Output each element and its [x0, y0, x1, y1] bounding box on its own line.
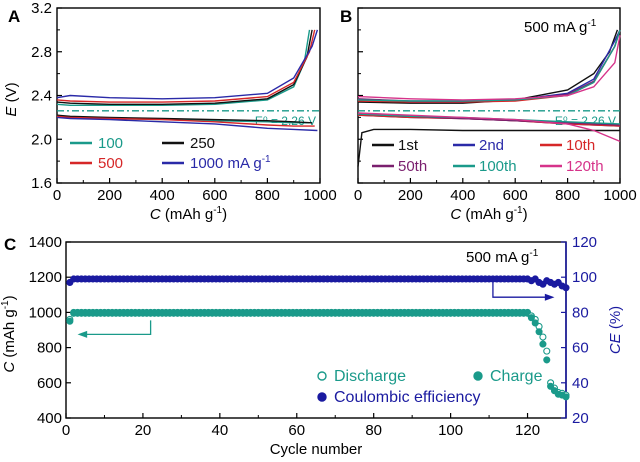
legend-label: 100th	[479, 158, 517, 175]
charge-point	[562, 393, 570, 401]
x-tick-label: 100	[438, 422, 463, 439]
charge-point	[547, 382, 555, 390]
y-tick-label: 1200	[29, 269, 62, 286]
x-tick-label: 400	[450, 187, 475, 204]
x-axis-label: C (mAh g-1)	[150, 205, 227, 223]
discharge-point	[543, 347, 551, 355]
legend-label: 2nd	[479, 137, 504, 154]
curve-500-charge	[56, 29, 316, 103]
panel-label: B	[340, 7, 352, 26]
x-tick-label: 0	[354, 187, 362, 204]
legend-label: 1st	[398, 137, 419, 154]
x-tick-label: 600	[503, 187, 528, 204]
curve-1000-charge	[56, 29, 319, 100]
chart-title: 500 mA g-1	[466, 248, 539, 266]
x-tick-label: 200	[97, 187, 122, 204]
charge-point	[543, 356, 551, 364]
legend-label: 100	[98, 135, 123, 152]
x-tick-label: 120	[515, 422, 540, 439]
curve-1000-discharge	[56, 116, 318, 132]
legend-marker	[317, 371, 327, 381]
curve-120th-charge	[357, 35, 621, 101]
y-axis-label: C (mAh g-1)	[0, 295, 18, 372]
y-tick-label: 3.2	[31, 0, 52, 17]
legend-label: Charge	[490, 368, 543, 385]
x-tick-label: 80	[365, 422, 382, 439]
y-tick-label: 400	[37, 410, 62, 427]
charge-point	[539, 340, 547, 348]
y-tick-label: 1000	[29, 304, 62, 321]
x-tick-label: 0	[62, 422, 70, 439]
legend-label: 120th	[566, 158, 604, 175]
y-tick-label: 2.8	[31, 44, 52, 61]
y-tick-label: 1400	[29, 234, 62, 251]
right-axis-arrowhead	[544, 293, 555, 301]
x-tick-label: 40	[212, 422, 229, 439]
legend-label: 250	[190, 135, 215, 152]
y-tick-label: 600	[37, 375, 62, 392]
y-tick-label: 800	[37, 340, 62, 357]
legend-label: 50th	[398, 158, 427, 175]
left-axis-arrowhead	[77, 330, 88, 338]
x-tick-label: 20	[135, 422, 152, 439]
y2-tick-label: 100	[572, 269, 597, 286]
x-axis-label: C (mAh g-1)	[450, 205, 527, 223]
legend-label: Coulombic efficiency	[334, 389, 480, 406]
plot-frame	[56, 7, 321, 184]
x-axis-label: Cycle number	[270, 441, 363, 458]
legend-marker	[473, 371, 483, 381]
legend-label: Discharge	[334, 368, 406, 385]
y-axis-label: E (V)	[3, 82, 20, 116]
charge-point	[66, 317, 74, 325]
chart-title: 500 mA g-1	[524, 18, 597, 36]
x-tick-label: 60	[288, 422, 305, 439]
curve-500-discharge	[56, 115, 315, 127]
curve-120th-discharge	[357, 112, 621, 143]
x-tick-label: 800	[255, 187, 280, 204]
panel-c: C 0 20 40 60 80 100 120 400 600 800 1000 1200 1400 20 4…	[0, 234, 624, 458]
x-tick-label: 1000	[603, 187, 636, 204]
y2-axis-label: CE (%)	[607, 306, 624, 354]
legend-label: 1000 mA g-1	[190, 154, 271, 172]
x-tick-label: 1000	[303, 187, 336, 204]
charge-point	[531, 319, 539, 327]
x-tick-label: 400	[150, 187, 175, 204]
left-axis-arrow	[81, 320, 152, 336]
y-tick-label: 1.6	[31, 175, 52, 192]
curve-250-discharge	[56, 114, 313, 124]
discharge-point	[539, 333, 547, 341]
curve-100th-charge	[357, 29, 621, 102]
plot-frame	[65, 241, 567, 419]
panel-label: C	[4, 235, 16, 254]
x-tick-label: 600	[202, 187, 227, 204]
y-tick-label: 2.4	[31, 88, 52, 105]
x-tick-label: 200	[398, 187, 423, 204]
panel-label: A	[8, 7, 20, 26]
curve-50th-charge	[357, 29, 621, 102]
ce-point	[562, 284, 570, 292]
charge-point	[535, 328, 543, 336]
right-axis-arrow	[492, 281, 551, 298]
y2-tick-label: 40	[572, 375, 589, 392]
charge-point	[527, 314, 535, 322]
panel-a: A 0 200 400 600 800 1000 1.6 2.0 2.4 2.8 3.2 C (mAh …	[3, 0, 337, 223]
curve-1st-discharge	[357, 128, 620, 167]
y-tick-label: 2.0	[31, 131, 52, 148]
y2-tick-label: 80	[572, 304, 589, 321]
legend-marker	[317, 392, 327, 402]
x-tick-label: 800	[555, 187, 580, 204]
y2-tick-label: 20	[572, 410, 589, 427]
x-tick-label: 0	[53, 187, 61, 204]
y2-tick-label: 60	[572, 340, 589, 357]
legend-label: 10th	[566, 137, 595, 154]
y2-tick-label: 120	[572, 234, 597, 251]
legend-label: 500	[98, 155, 123, 172]
